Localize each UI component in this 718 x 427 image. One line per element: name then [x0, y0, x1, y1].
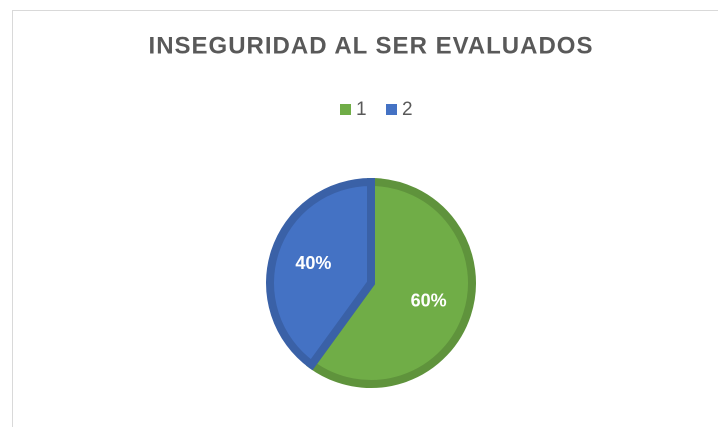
legend-label: 1	[356, 99, 367, 120]
legend-swatch	[386, 104, 397, 115]
chart-title: INSEGURIDAD AL SER EVALUADOS	[149, 32, 594, 59]
chart-border	[12, 10, 718, 427]
data-label: 60%	[411, 290, 447, 310]
pie-slice	[306, 177, 476, 388]
legend-swatch	[340, 104, 351, 115]
data-label: 40%	[295, 253, 331, 273]
legend-label: 2	[402, 99, 413, 120]
pie: 60% 40%	[266, 177, 476, 388]
pie-slice	[266, 177, 375, 371]
